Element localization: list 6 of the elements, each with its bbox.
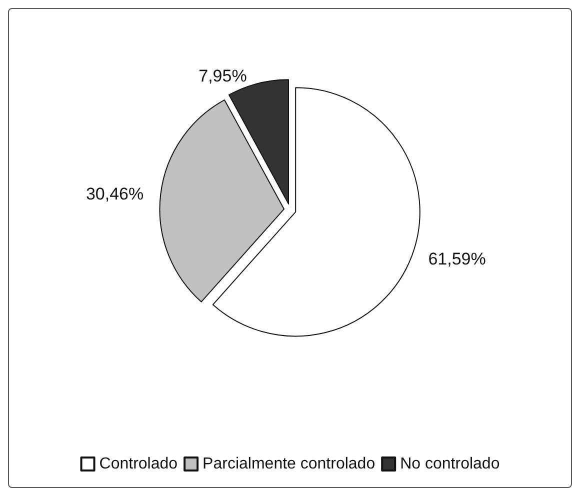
data-label: 7,95% xyxy=(198,66,247,86)
data-label: 61,59% xyxy=(428,250,486,269)
legend-label: Controlado xyxy=(99,456,178,472)
legend-label: Parcialmente controlado xyxy=(202,456,376,472)
legend-label: No controlado xyxy=(400,456,500,472)
data-label: 30,46% xyxy=(86,184,144,204)
